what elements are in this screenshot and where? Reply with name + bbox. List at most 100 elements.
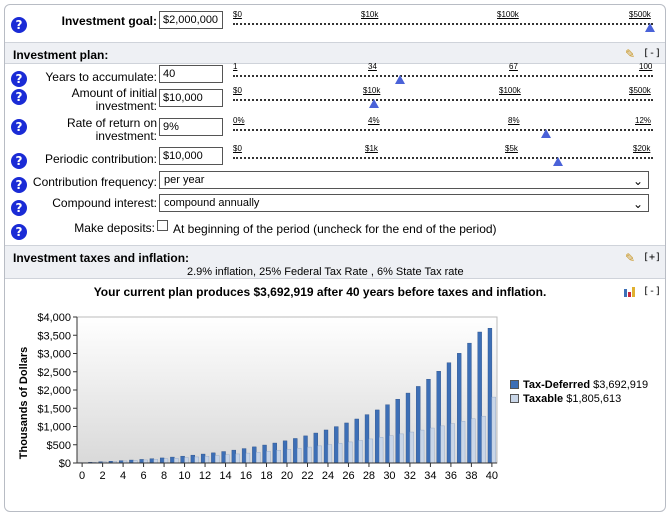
bar-taxdeferred — [221, 451, 226, 464]
bar-taxable — [440, 425, 445, 464]
tick-label: $10k — [361, 10, 379, 19]
tick-label: $10k — [363, 86, 381, 95]
periodic-input[interactable]: $10,000 — [159, 147, 223, 165]
bar-taxable — [307, 446, 312, 464]
y-tick-label: $3,500 — [37, 330, 71, 342]
tick-label: 34 — [368, 62, 377, 71]
collapse-toggle[interactable]: [-] — [643, 48, 662, 59]
compound-value: compound annually — [164, 197, 260, 209]
initial-slider[interactable]: $0 $10k $100k $500k — [233, 86, 653, 108]
help-icon[interactable]: ? — [11, 153, 27, 169]
bar-taxdeferred — [467, 342, 472, 464]
years-slider[interactable]: 1 34 67 100 — [233, 62, 653, 84]
y-tick-label: $0 — [59, 458, 71, 470]
bar-taxdeferred — [200, 453, 206, 464]
bar-taxdeferred — [282, 440, 288, 464]
help-icon[interactable]: ? — [11, 200, 27, 216]
bar-taxable — [174, 458, 179, 464]
slider-thumb[interactable] — [395, 75, 405, 84]
bar-taxdeferred — [446, 362, 452, 464]
compound-label: Compound interest: — [52, 196, 157, 210]
legend-swatch — [510, 394, 519, 403]
x-tick-label: 18 — [260, 470, 272, 482]
bar-taxable — [266, 451, 271, 464]
years-input[interactable]: 40 — [159, 65, 223, 83]
bar-taxable — [471, 418, 476, 464]
tick-label: $20k — [633, 144, 651, 153]
bar-taxdeferred — [487, 328, 493, 464]
bar-taxable — [460, 421, 466, 464]
balance-chart: $4,000 $3,500 $3,000 $2,500 $2,000 $1,500 $1,0… — [18, 312, 498, 482]
x-tick-label: 36 — [445, 470, 457, 482]
deposits-text: At beginning of the period (uncheck for … — [173, 222, 497, 236]
bar-taxable — [481, 415, 486, 464]
deposits-checkbox[interactable] — [157, 220, 168, 231]
bar-taxdeferred — [170, 456, 175, 464]
compound-select[interactable]: compound annually ⌄ — [159, 194, 649, 212]
legend-swatch — [510, 380, 519, 389]
goal-input[interactable]: $2,000,000 — [159, 11, 223, 29]
periodic-label: Periodic contribution: — [44, 152, 157, 166]
tick-label: 4% — [368, 116, 380, 125]
legend-amount: $1,805,613 — [566, 393, 622, 405]
slider-thumb[interactable] — [369, 99, 379, 108]
bar-taxdeferred — [364, 414, 370, 464]
goal-slider[interactable]: $0 $10k $100k $500k — [233, 10, 655, 32]
slider-thumb[interactable] — [645, 23, 655, 32]
bar-taxdeferred — [272, 442, 277, 464]
bar-taxable — [338, 443, 343, 464]
bar-taxdeferred — [395, 398, 400, 464]
x-tick-label: 8 — [161, 470, 167, 482]
pencil-icon[interactable]: ✎ — [625, 47, 636, 61]
bar-taxable — [286, 449, 292, 464]
help-icon[interactable]: ? — [11, 71, 27, 87]
frequency-select[interactable]: per year ⌄ — [159, 171, 649, 189]
taxes-section-header: Investment taxes and inflation: 2.9% inf… — [5, 245, 665, 279]
bar-taxdeferred — [385, 404, 390, 464]
expand-toggle[interactable]: [+] — [643, 252, 662, 263]
tick-label: $100k — [499, 86, 521, 95]
rate-input[interactable]: 9% — [159, 118, 223, 136]
bar-taxable — [317, 445, 322, 464]
bar-taxable — [348, 441, 353, 464]
pencil-icon[interactable]: ✎ — [625, 251, 636, 265]
bar-taxdeferred — [252, 446, 257, 464]
bar-taxable — [225, 454, 230, 464]
bar-taxdeferred — [416, 386, 421, 464]
tick-label: $1k — [365, 144, 378, 153]
bar-taxdeferred — [436, 371, 441, 464]
help-icon[interactable]: ? — [11, 17, 27, 33]
bar-taxable — [327, 444, 333, 464]
x-tick-label: 24 — [322, 470, 334, 482]
help-icon[interactable]: ? — [11, 224, 27, 240]
x-tick-label: 10 — [178, 470, 190, 482]
x-tick-label: 28 — [363, 470, 375, 482]
bar-taxable — [297, 448, 302, 464]
slider-thumb[interactable] — [553, 157, 563, 166]
y-tick-label: $2,000 — [37, 385, 71, 397]
initial-label-line2: investment: — [95, 99, 157, 113]
rate-slider[interactable]: 0% 4% 8% 12% — [233, 116, 653, 138]
slider-thumb[interactable] — [541, 129, 551, 138]
years-label: Years to accumulate: — [45, 70, 157, 84]
collapse-toggle[interactable]: [-] — [643, 286, 662, 297]
initial-input[interactable]: $10,000 — [159, 89, 223, 107]
chart-icon[interactable] — [624, 286, 636, 297]
bar-taxable — [276, 450, 281, 464]
periodic-slider[interactable]: $0 $1k $5k $20k — [233, 144, 653, 166]
tick-label: 8% — [508, 116, 520, 125]
help-icon[interactable]: ? — [11, 177, 27, 193]
x-tick-label: 22 — [301, 470, 313, 482]
bar-taxable — [184, 457, 189, 464]
bar-taxable — [153, 459, 158, 464]
frequency-label: Contribution frequency: — [32, 175, 157, 189]
help-icon[interactable]: ? — [11, 89, 27, 105]
plan-title: Investment plan: — [13, 48, 109, 62]
x-tick-label: 32 — [404, 470, 416, 482]
bar-taxable — [204, 456, 210, 464]
tick-label: $0 — [233, 144, 242, 153]
tick-label: $500k — [629, 10, 651, 19]
bar-taxdeferred — [334, 426, 339, 464]
bar-taxdeferred — [313, 432, 318, 464]
help-icon[interactable]: ? — [11, 119, 27, 135]
